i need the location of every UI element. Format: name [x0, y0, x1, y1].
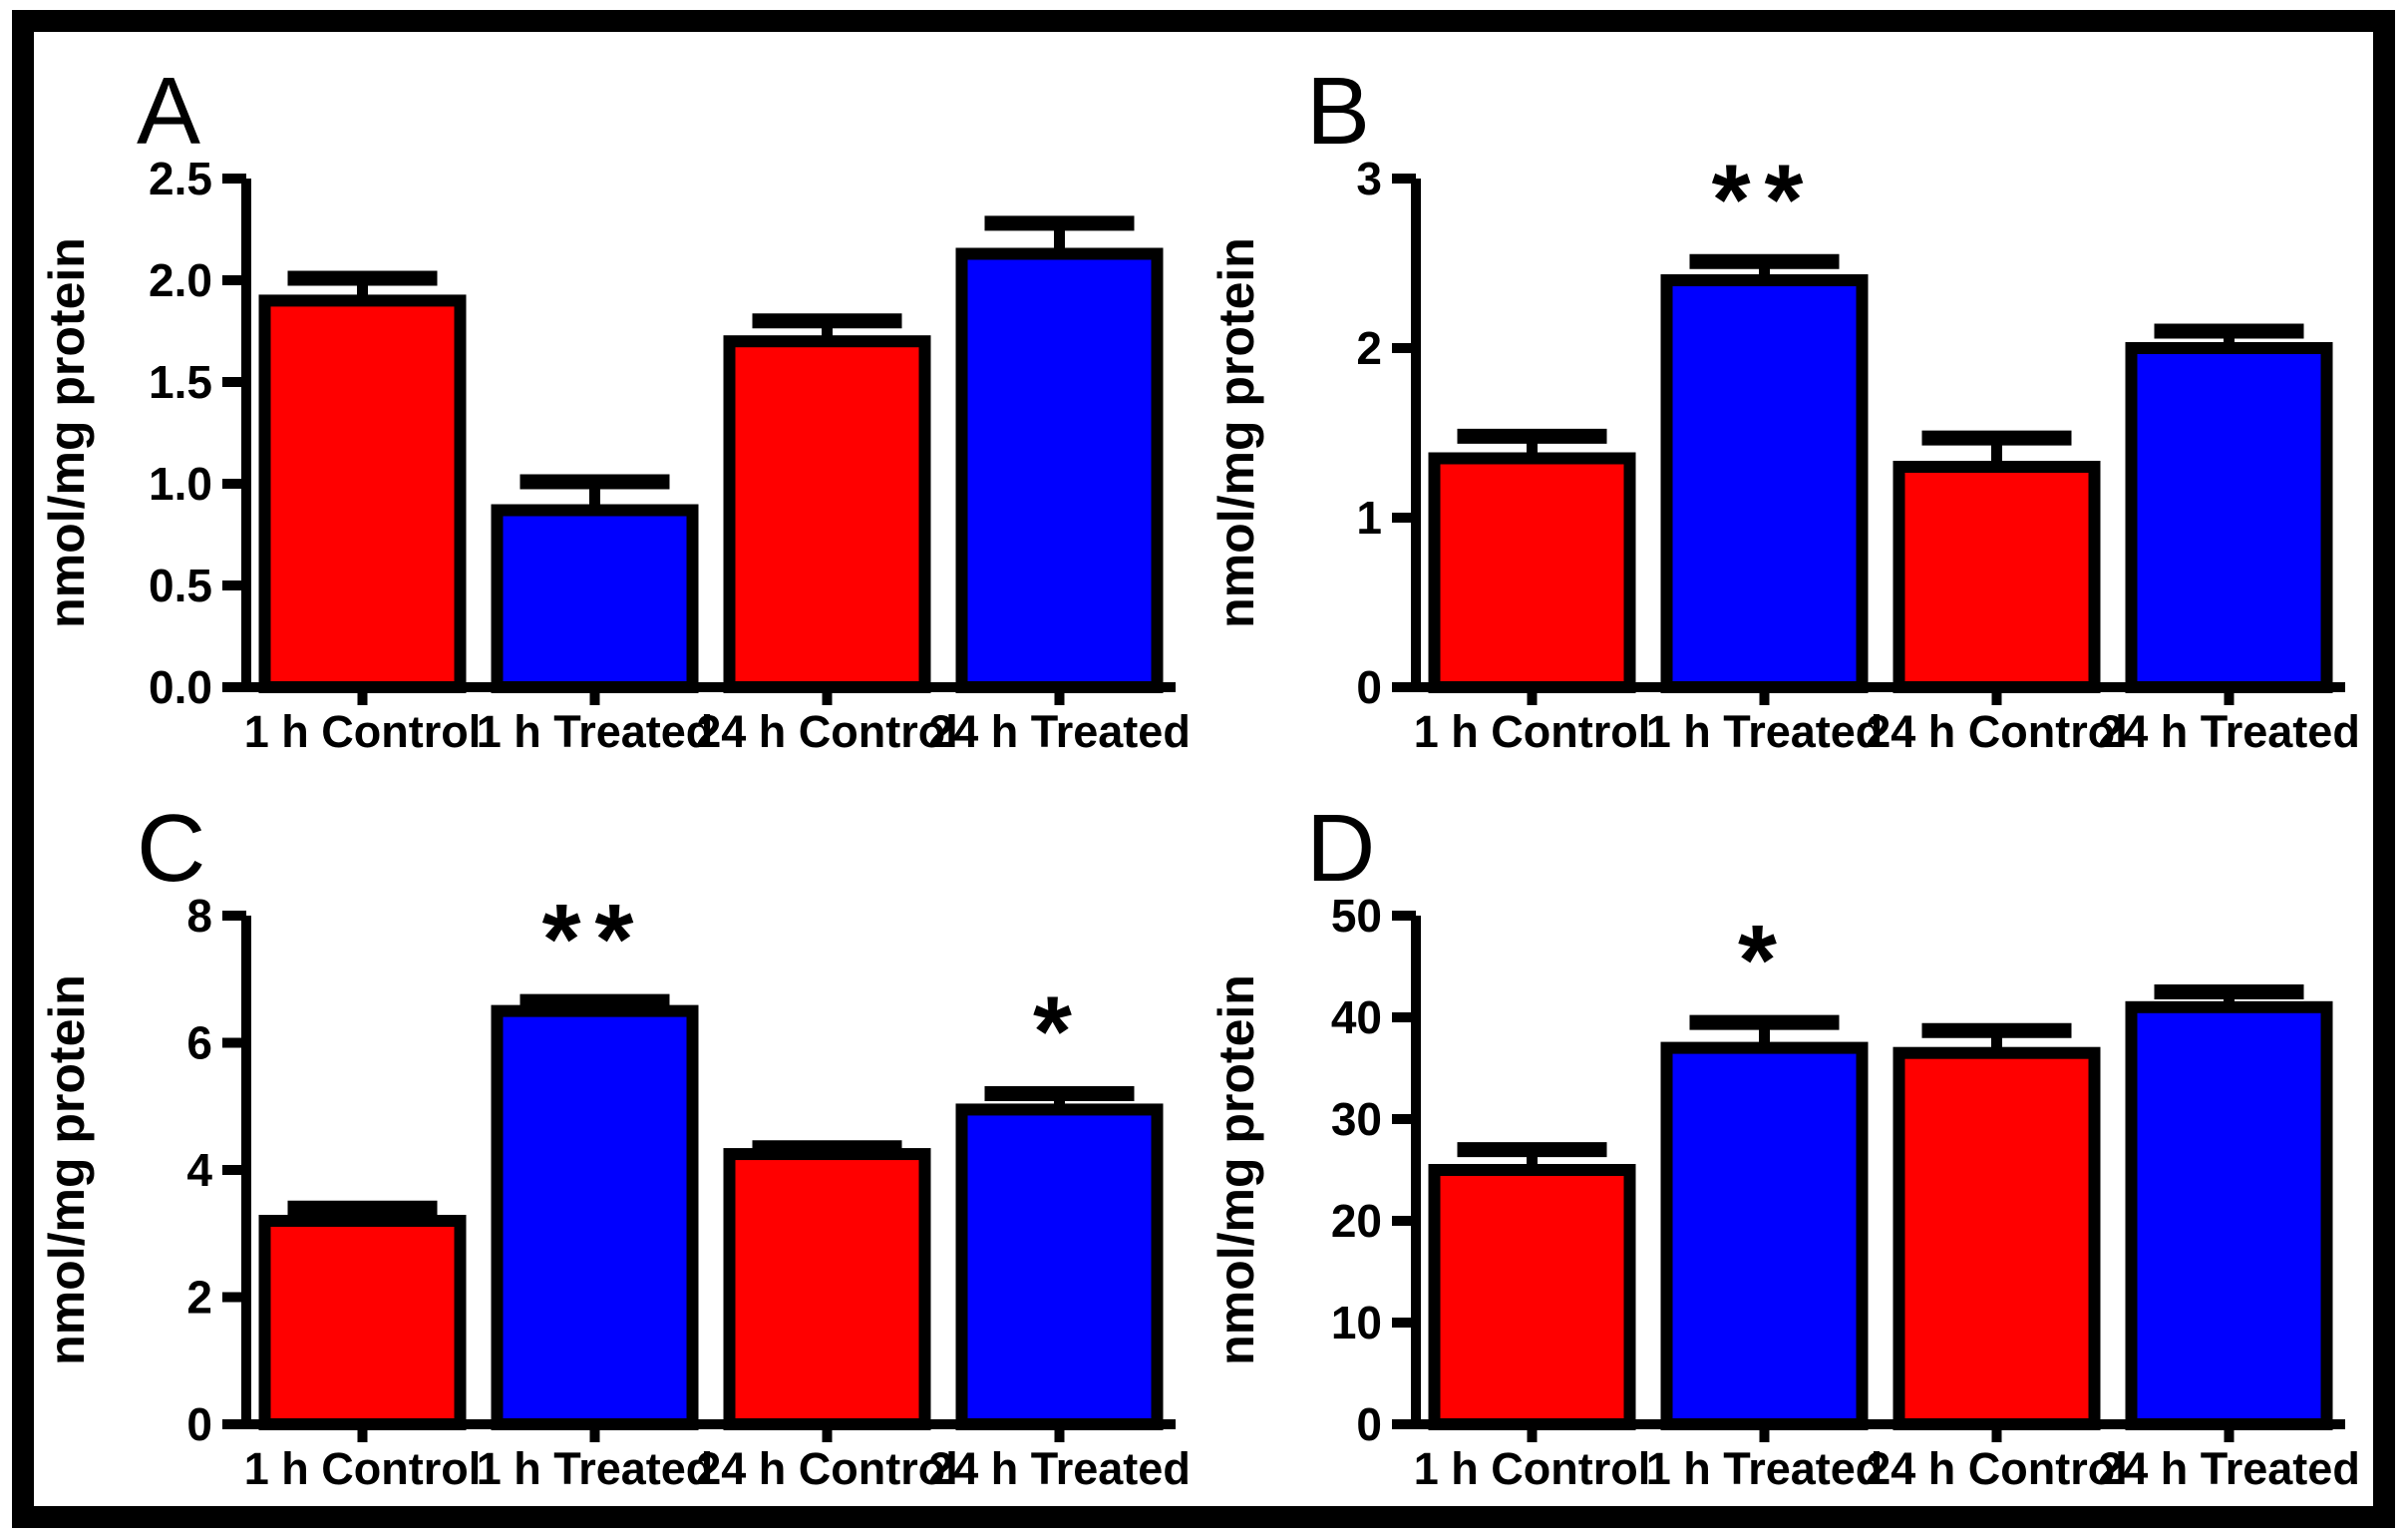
x-category-label: 24 h Control — [696, 1443, 958, 1494]
x-category-label: 1 h Treated — [477, 706, 714, 757]
y-tick-label: 0 — [1356, 1398, 1382, 1450]
bar — [2125, 1000, 2333, 1431]
y-tick-label: 1 — [1356, 492, 1382, 544]
bar — [491, 504, 699, 693]
panel-grid: 1 h Control 1 h Treated 24 h Control 24 h T… — [34, 32, 2373, 1506]
bar — [1660, 274, 1869, 693]
x-category-label: 1 h Treated — [1646, 1443, 1884, 1494]
bar — [723, 335, 931, 693]
y-tick-label: 0.0 — [149, 661, 212, 713]
x-category-label: 1 h Treated — [477, 1443, 714, 1494]
y-axis-title: nmol/mg protein — [39, 237, 95, 628]
y-tick-label: 8 — [186, 890, 212, 942]
bar — [1892, 461, 2101, 693]
y-tick-label: 50 — [1331, 890, 1382, 942]
panel-letter: C — [137, 795, 205, 902]
bar — [955, 247, 1164, 693]
y-tick-label: 0 — [1356, 661, 1382, 713]
y-tick-label: 1.0 — [149, 458, 212, 510]
x-category-label: 24 h Control — [1866, 706, 2128, 757]
significance-marker: ** — [1712, 144, 1818, 255]
y-tick-label: 30 — [1331, 1093, 1382, 1145]
bar — [258, 1215, 467, 1430]
significance-marker: * — [1033, 976, 1086, 1088]
bar — [723, 1148, 931, 1430]
x-category-label: 24 h Treated — [928, 1443, 1191, 1494]
y-tick-label: 10 — [1331, 1297, 1382, 1348]
y-tick-label: 6 — [186, 1017, 212, 1069]
y-tick-label: 4 — [186, 1144, 212, 1196]
panel-B: 1 h Control 1 h Treated ** 24 h Control 24 h… — [1204, 32, 2373, 769]
y-tick-label: 0.5 — [149, 560, 212, 611]
x-category-label: 1 h Treated — [1646, 706, 1884, 757]
bar — [491, 1004, 699, 1430]
x-category-label: 24 h Control — [696, 706, 958, 757]
y-axis-title: nmol/mg protein — [1208, 237, 1264, 628]
bar — [258, 294, 467, 693]
y-tick-label: 1.5 — [149, 356, 212, 408]
bar — [2125, 342, 2333, 693]
x-category-label: 24 h Treated — [2098, 706, 2360, 757]
y-tick-label: 3 — [1356, 153, 1382, 204]
y-tick-label: 2 — [186, 1272, 212, 1324]
y-tick-label: 2.0 — [149, 254, 212, 306]
bar — [1428, 452, 1636, 693]
y-tick-label: 40 — [1331, 991, 1382, 1043]
panel-letter: B — [1306, 58, 1370, 165]
significance-marker: ** — [542, 884, 648, 995]
x-category-label: 1 h Control — [244, 1443, 481, 1494]
y-axis-title: nmol/mg protein — [39, 974, 95, 1365]
x-category-label: 1 h Control — [1414, 706, 1650, 757]
significance-marker: * — [1738, 905, 1791, 1016]
x-category-label: 24 h Treated — [928, 706, 1191, 757]
x-category-label: 24 h Control — [1866, 1443, 2128, 1494]
y-tick-label: 0 — [186, 1398, 212, 1450]
figure-frame: 1 h Control 1 h Treated 24 h Control 24 h T… — [12, 10, 2395, 1528]
panel-D: 1 h Control 1 h Treated * 24 h Control 24 h … — [1204, 769, 2373, 1506]
y-tick-label: 20 — [1331, 1195, 1382, 1247]
y-tick-label: 2 — [1356, 322, 1382, 374]
x-category-label: 24 h Treated — [2098, 1443, 2360, 1494]
panel-A: 1 h Control 1 h Treated 24 h Control 24 h T… — [34, 32, 1204, 769]
x-category-label: 1 h Control — [244, 706, 481, 757]
x-category-label: 1 h Control — [1414, 1443, 1650, 1494]
bar — [1428, 1164, 1636, 1430]
y-tick-label: 2.5 — [149, 153, 212, 204]
panel-C: 1 h Control 1 h Treated ** 24 h Control 24 h… — [34, 769, 1204, 1506]
panel-letter: D — [1306, 795, 1375, 902]
bar — [955, 1103, 1164, 1430]
bar — [1892, 1046, 2101, 1430]
panel-letter: A — [137, 58, 200, 165]
y-axis-title: nmol/mg protein — [1208, 974, 1264, 1365]
bar — [1660, 1041, 1869, 1430]
